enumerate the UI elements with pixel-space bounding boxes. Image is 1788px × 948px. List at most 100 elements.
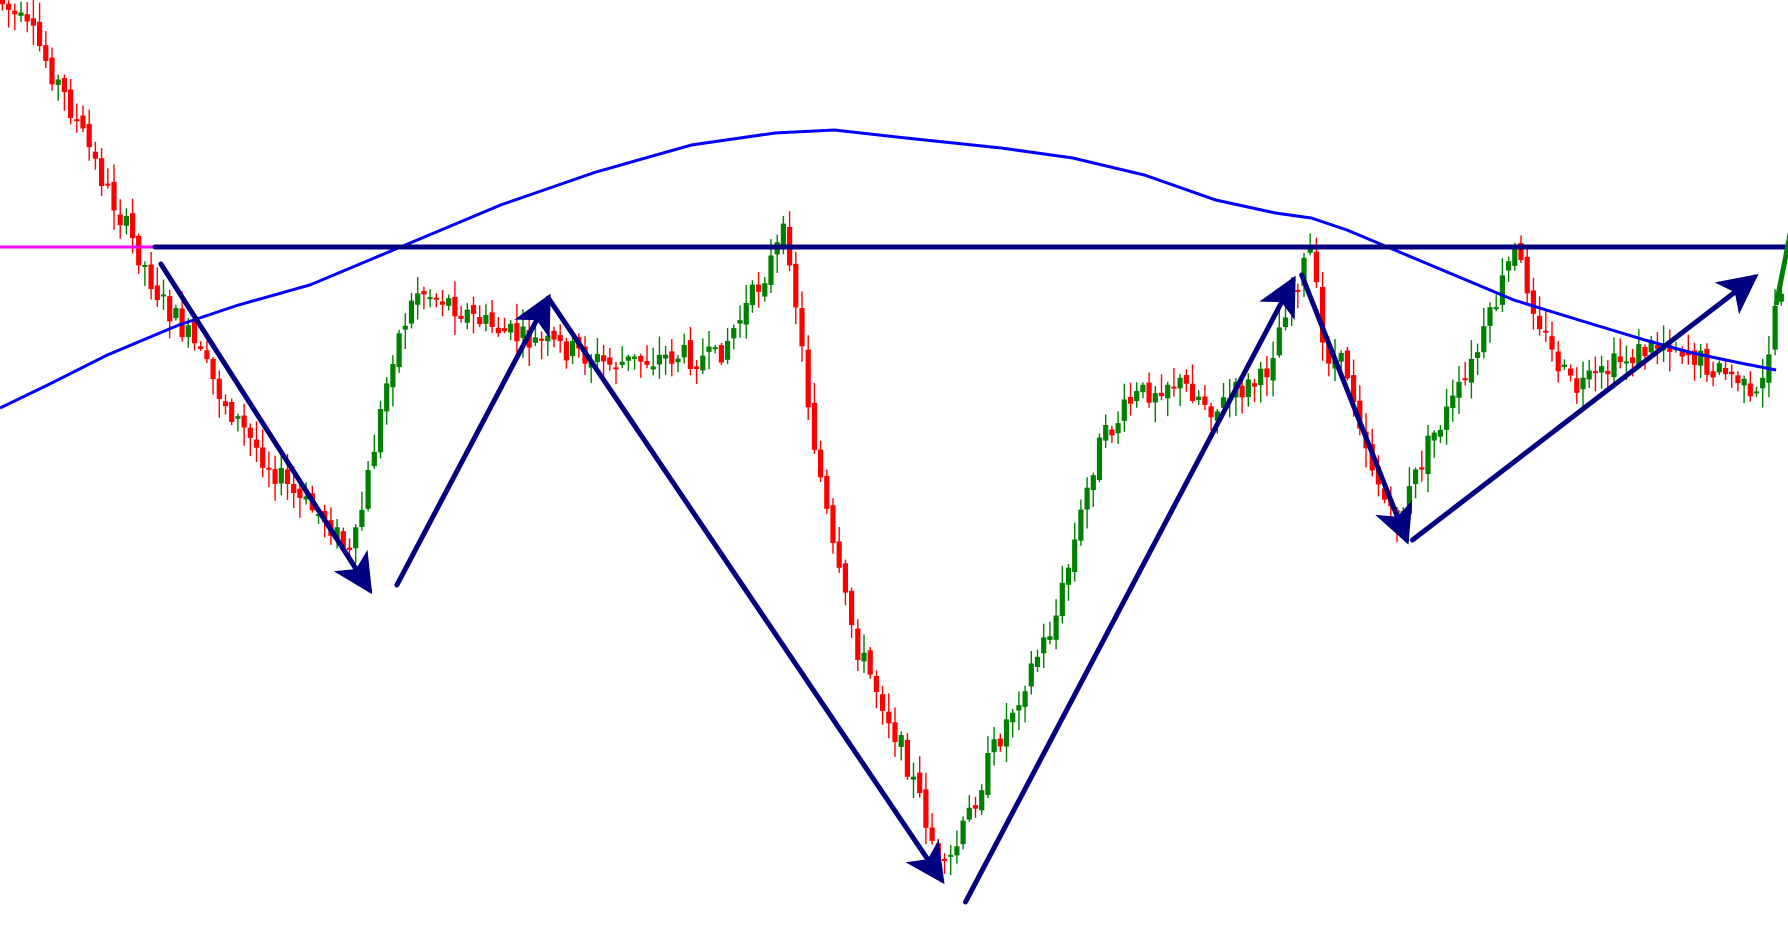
candle-body: [1289, 293, 1295, 313]
candle-body: [148, 264, 154, 290]
candle-body: [154, 285, 160, 301]
candle-body: [1357, 400, 1363, 429]
candle-body: [1090, 475, 1096, 490]
candle-body: [910, 776, 917, 780]
candle-body: [997, 738, 1003, 747]
candle-body: [1691, 350, 1698, 365]
candle-body: [941, 858, 948, 861]
candle-body: [1158, 392, 1165, 397]
candle-body: [198, 346, 204, 349]
candle-body: [297, 488, 303, 498]
candle-body: [966, 807, 972, 820]
candle-body: [1338, 353, 1344, 362]
candle-body: [1456, 381, 1462, 398]
candle-body: [1592, 371, 1598, 374]
candle-body: [1549, 336, 1555, 350]
candle-body: [61, 78, 67, 93]
candle-body: [1444, 406, 1450, 430]
candle-body: [731, 328, 737, 339]
candle-body: [1555, 351, 1561, 372]
candle-body: [557, 335, 563, 342]
candle-body: [464, 309, 470, 323]
candle-body: [532, 337, 538, 343]
candle-body: [1264, 368, 1270, 378]
candle-body: [284, 469, 291, 484]
candle-body: [1617, 356, 1623, 362]
candle-body: [1475, 352, 1481, 358]
candle-body: [1413, 469, 1419, 484]
candle-body: [1630, 357, 1636, 364]
candle-body: [1679, 350, 1685, 357]
candle-body: [37, 21, 43, 46]
candle-body: [1512, 246, 1518, 266]
candle-body: [1010, 712, 1016, 723]
candle-body: [508, 323, 514, 333]
candle-body: [105, 183, 111, 186]
candle-body: [904, 739, 910, 777]
candle-body: [1121, 399, 1127, 421]
candle-body: [315, 514, 322, 517]
candle-body: [266, 467, 272, 470]
candle-body: [619, 361, 625, 365]
candle-body: [18, 12, 24, 16]
candle-body: [278, 468, 284, 484]
candle-body: [1202, 396, 1208, 405]
candle-body: [92, 151, 98, 159]
candle-body: [1561, 364, 1567, 367]
candle-body: [501, 328, 508, 332]
candle-body: [718, 345, 724, 363]
candle-body: [1729, 371, 1735, 375]
candle-body: [1146, 382, 1152, 403]
candle-body: [607, 357, 613, 365]
candle-body: [55, 79, 61, 85]
candle-body: [1239, 385, 1245, 398]
candle-body: [1382, 488, 1388, 500]
candle-body: [1586, 370, 1592, 380]
candle-body: [1171, 386, 1177, 389]
candle-body: [601, 355, 607, 362]
pattern-arrow: [158, 261, 373, 595]
candle-body: [1741, 378, 1747, 386]
candle-body: [12, 10, 18, 15]
candle-body: [663, 354, 669, 359]
candle-body: [1778, 293, 1784, 302]
candle-body: [1648, 340, 1654, 353]
candle-body: [1580, 377, 1586, 390]
candle-body: [979, 790, 985, 811]
candle-body: [1636, 344, 1642, 366]
candle-body: [458, 315, 464, 319]
candle-body: [191, 320, 198, 344]
candle-body: [427, 297, 433, 300]
candle-body: [204, 350, 210, 360]
candle-body: [514, 323, 520, 342]
candle-body: [210, 358, 216, 380]
candle-body: [43, 45, 49, 61]
candle-body: [1518, 243, 1524, 260]
candle-body: [1140, 384, 1146, 393]
candle-body: [1568, 368, 1574, 376]
candle-body: [1251, 383, 1258, 387]
candle-body: [824, 475, 830, 509]
candle-body: [1537, 315, 1543, 330]
candle-body: [1134, 391, 1140, 402]
candle-body: [117, 214, 123, 226]
candle-body: [1034, 656, 1041, 667]
candle-body: [247, 427, 253, 438]
candle-body: [991, 739, 997, 753]
candle-body: [1735, 375, 1741, 384]
candle-body: [694, 366, 700, 370]
candle-body: [1152, 393, 1158, 403]
candle-body: [1543, 330, 1549, 333]
candle-body: [1772, 305, 1778, 350]
candle-body: [1028, 663, 1034, 687]
candle-body: [415, 293, 421, 305]
candle-body: [594, 354, 600, 363]
candle-body: [489, 312, 495, 327]
candle-body: [570, 340, 576, 357]
candle-body: [923, 789, 929, 828]
candle-body: [1506, 261, 1512, 271]
candle-body: [384, 383, 390, 412]
candle-body: [1704, 348, 1710, 375]
candle-body: [86, 123, 92, 148]
candle-body: [762, 283, 768, 297]
